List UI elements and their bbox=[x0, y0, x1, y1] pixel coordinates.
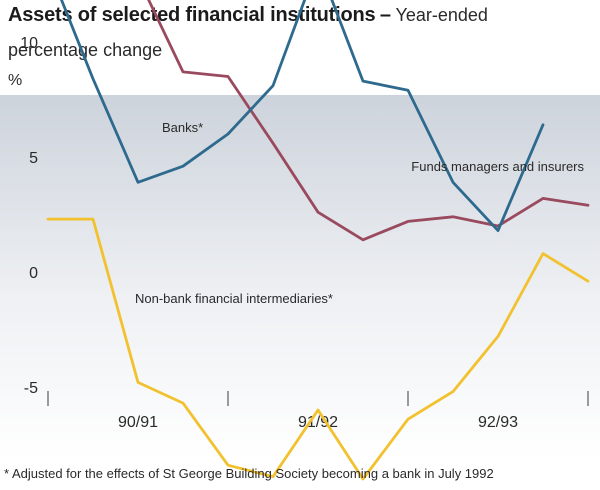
x-tick-label: 90/91 bbox=[118, 414, 158, 431]
series-line-banks bbox=[147, 0, 590, 242]
series-lines bbox=[46, 0, 590, 481]
series-label: Funds managers and insurers bbox=[411, 159, 584, 174]
title-main: Assets of selected financial institution… bbox=[8, 4, 376, 26]
x-tick-label: 92/93 bbox=[478, 414, 518, 431]
y-tick-label: 10 bbox=[20, 35, 38, 52]
y-tick-label: 5 bbox=[29, 150, 38, 167]
series-label: Banks* bbox=[162, 120, 203, 135]
series-line-non-bank-financial-intermediaries bbox=[46, 217, 590, 481]
plot-background bbox=[0, 95, 600, 460]
series-annotations: Banks* Funds managers and insurers Non-ban… bbox=[135, 120, 584, 306]
series-label: Non-bank financial intermediaries* bbox=[135, 291, 333, 306]
y-tick-label: -5 bbox=[24, 380, 38, 397]
y-tick-label: 0 bbox=[29, 265, 38, 282]
series-line-funds-managers-and-insurers bbox=[60, 0, 545, 233]
title-suffix: Year-ended bbox=[395, 5, 488, 25]
y-axis-unit: % bbox=[8, 72, 23, 89]
chart-title: Assets of selected financial institution… bbox=[8, 4, 598, 27]
footnote: * Adjusted for the effects of St George … bbox=[4, 466, 494, 481]
title-separator: – bbox=[379, 4, 392, 26]
axes bbox=[47, 391, 589, 406]
chart-subtitle: percentage change bbox=[8, 40, 163, 60]
